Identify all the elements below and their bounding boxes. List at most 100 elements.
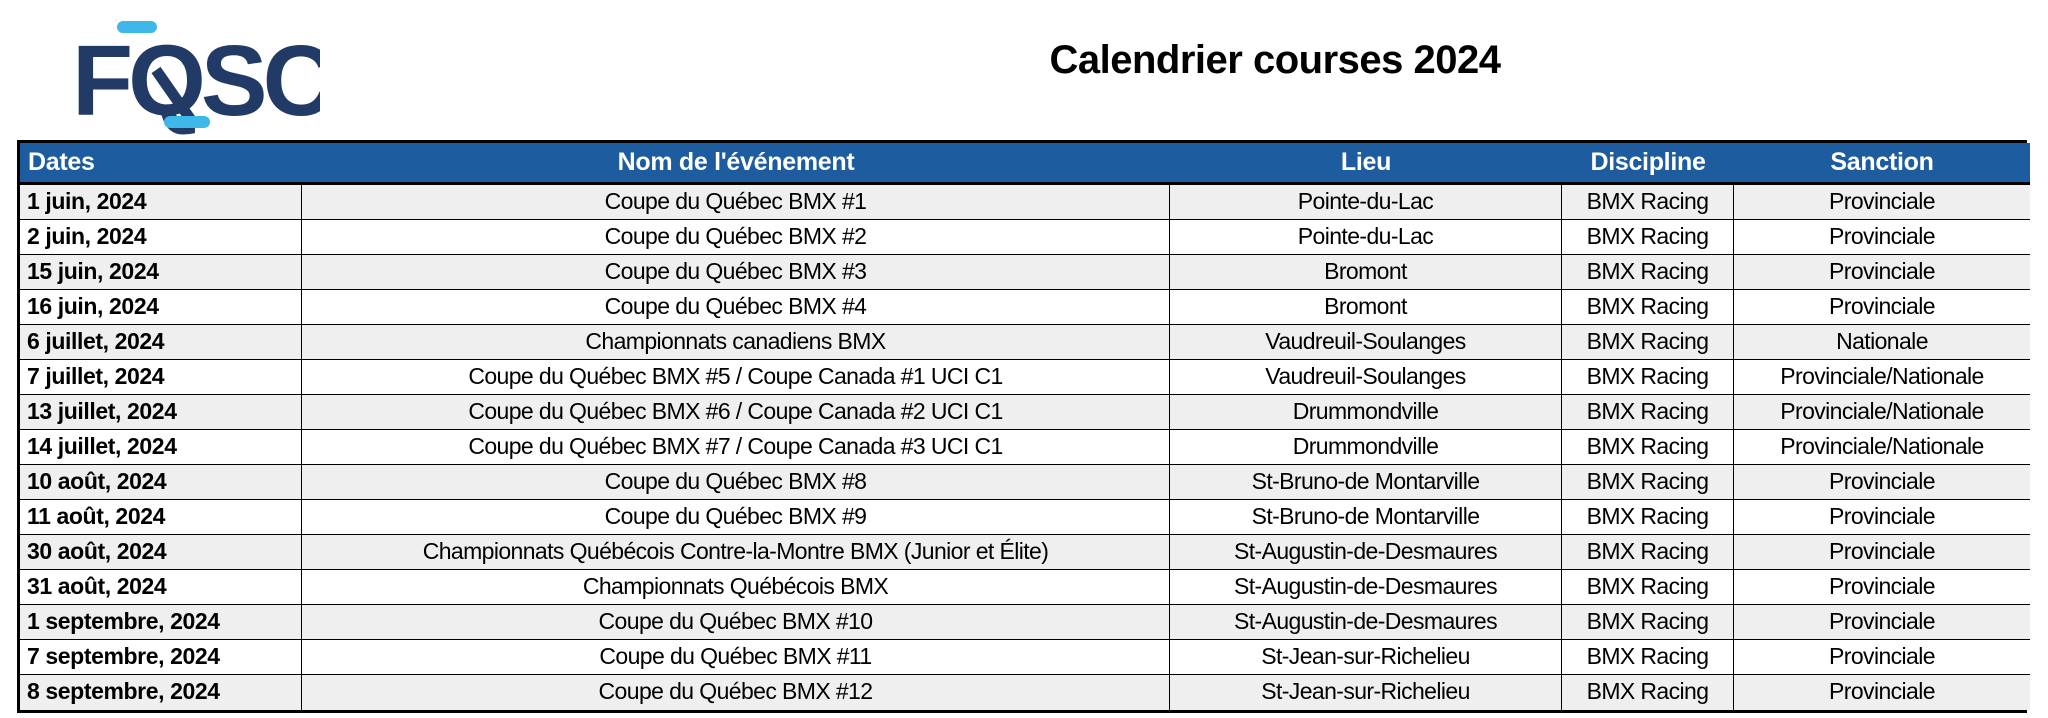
cell-lieu: St-Augustin-de-Desmaures <box>1170 535 1562 569</box>
cell-sanction: Provinciale <box>1829 678 1936 704</box>
table-row: 7 septembre, 2024 Coupe du Québec BMX #1… <box>20 640 2030 675</box>
table-header-row: Dates Nom de l'événement Lieu Discipline… <box>20 143 2030 185</box>
cell-discipline: BMX Racing <box>1562 395 1734 429</box>
cell-lieu: Bromont <box>1170 255 1562 289</box>
cell-sanction: Provinciale <box>1829 188 1936 214</box>
cell-discipline: BMX Racing <box>1562 325 1734 359</box>
cell-lieu: Vaudreuil-Soulanges <box>1170 325 1562 359</box>
cell-date: 14 juillet, 2024 <box>20 430 302 464</box>
cell-discipline: BMX Racing <box>1562 570 1734 604</box>
cell-date: 1 juin, 2024 <box>20 185 302 219</box>
cell-lieu: St-Augustin-de-Desmaures <box>1170 605 1562 639</box>
cell-discipline: BMX Racing <box>1562 465 1734 499</box>
cell-sanction: Provinciale <box>1829 573 1936 599</box>
cell-lieu: Drummondville <box>1170 395 1562 429</box>
table-row: 8 septembre, 2024 Coupe du Québec BMX #1… <box>20 675 2030 710</box>
cell-event: Coupe du Québec BMX #4 <box>302 290 1170 324</box>
cell-event: Championnats Québécois BMX <box>302 570 1170 604</box>
cell-event: Coupe du Québec BMX #9 <box>302 500 1170 534</box>
cell-date: 1 septembre, 2024 <box>20 605 302 639</box>
cell-discipline: BMX Racing <box>1562 535 1734 569</box>
table-row: 6 juillet, 2024 Championnats canadiens B… <box>20 325 2030 360</box>
cell-discipline: BMX Racing <box>1562 360 1734 394</box>
cell-discipline: BMX Racing <box>1562 675 1734 710</box>
cell-date: 11 août, 2024 <box>20 500 302 534</box>
cell-lieu: St-Bruno-de Montarville <box>1170 465 1562 499</box>
table-row: 1 juin, 2024 Coupe du Québec BMX #1 Poin… <box>20 185 2030 220</box>
cell-sanction: Provinciale <box>1829 293 1936 319</box>
cell-event: Championnats Québécois Contre-la-Montre … <box>302 535 1170 569</box>
column-header-dates: Dates <box>28 148 95 176</box>
cell-lieu: Pointe-du-Lac <box>1170 220 1562 254</box>
cell-date: 2 juin, 2024 <box>20 220 302 254</box>
fqsc-logo: FQSC <box>70 4 338 142</box>
cell-event: Coupe du Québec BMX #3 <box>302 255 1170 289</box>
cell-date: 30 août, 2024 <box>20 535 302 569</box>
table-row: 7 juillet, 2024 Coupe du Québec BMX #5 /… <box>20 360 2030 395</box>
fqsc-logo-icon: FQSC <box>72 21 338 137</box>
table-row: 16 juin, 2024 Coupe du Québec BMX #4 Bro… <box>20 290 2030 325</box>
cell-date: 31 août, 2024 <box>20 570 302 604</box>
cell-sanction: Provinciale <box>1829 258 1936 284</box>
table-row: 30 août, 2024 Championnats Québécois Con… <box>20 535 2030 570</box>
cell-discipline: BMX Racing <box>1562 255 1734 289</box>
table-body: 1 juin, 2024 Coupe du Québec BMX #1 Poin… <box>20 185 2030 710</box>
cell-date: 10 août, 2024 <box>20 465 302 499</box>
cell-event: Coupe du Québec BMX #8 <box>302 465 1170 499</box>
cell-event: Coupe du Québec BMX #2 <box>302 220 1170 254</box>
cell-lieu: Pointe-du-Lac <box>1170 185 1562 219</box>
cell-event: Coupe du Québec BMX #6 / Coupe Canada #2… <box>302 395 1170 429</box>
cell-event: Coupe du Québec BMX #5 / Coupe Canada #1… <box>302 360 1170 394</box>
cell-date: 16 juin, 2024 <box>20 290 302 324</box>
cell-date: 8 septembre, 2024 <box>20 675 302 710</box>
cell-event: Championnats canadiens BMX <box>302 325 1170 359</box>
cell-date: 15 juin, 2024 <box>20 255 302 289</box>
table-row: 31 août, 2024 Championnats Québécois BMX… <box>20 570 2030 605</box>
table-row: 1 septembre, 2024 Coupe du Québec BMX #1… <box>20 605 2030 640</box>
cell-event: Coupe du Québec BMX #10 <box>302 605 1170 639</box>
cell-sanction: Provinciale/Nationale <box>1780 433 1984 459</box>
cell-sanction: Provinciale <box>1829 643 1936 669</box>
cell-discipline: BMX Racing <box>1562 500 1734 534</box>
table-row: 13 juillet, 2024 Coupe du Québec BMX #6 … <box>20 395 2030 430</box>
cell-sanction: Provinciale <box>1829 608 1936 634</box>
table-row: 11 août, 2024 Coupe du Québec BMX #9 St-… <box>20 500 2030 535</box>
calendar-table: Dates Nom de l'événement Lieu Discipline… <box>17 140 2030 713</box>
table-row: 14 juillet, 2024 Coupe du Québec BMX #7 … <box>20 430 2030 465</box>
cell-lieu: St-Augustin-de-Desmaures <box>1170 570 1562 604</box>
cell-sanction: Nationale <box>1836 328 1928 354</box>
cell-discipline: BMX Racing <box>1562 640 1734 674</box>
cell-lieu: Vaudreuil-Soulanges <box>1170 360 1562 394</box>
cell-sanction: Provinciale <box>1829 503 1936 529</box>
table-row: 15 juin, 2024 Coupe du Québec BMX #3 Bro… <box>20 255 2030 290</box>
cell-sanction: Provinciale/Nationale <box>1780 363 1984 389</box>
cell-lieu: St-Jean-sur-Richelieu <box>1170 640 1562 674</box>
cell-date: 13 juillet, 2024 <box>20 395 302 429</box>
cell-event: Coupe du Québec BMX #11 <box>302 640 1170 674</box>
cell-date: 7 juillet, 2024 <box>20 360 302 394</box>
column-header-evenement: Nom de l'événement <box>617 148 855 176</box>
cell-lieu: St-Jean-sur-Richelieu <box>1170 675 1562 710</box>
cell-event: Coupe du Québec BMX #7 / Coupe Canada #3… <box>302 430 1170 464</box>
table-row: 10 août, 2024 Coupe du Québec BMX #8 St-… <box>20 465 2030 500</box>
page-title: Calendrier courses 2024 <box>1049 38 1501 82</box>
table-row: 2 juin, 2024 Coupe du Québec BMX #2 Poin… <box>20 220 2030 255</box>
cell-discipline: BMX Racing <box>1562 430 1734 464</box>
column-header-lieu: Lieu <box>1340 148 1392 176</box>
cell-sanction: Provinciale <box>1829 538 1936 564</box>
cell-discipline: BMX Racing <box>1562 290 1734 324</box>
column-header-discipline: Discipline <box>1590 148 1706 176</box>
cell-event: Coupe du Québec BMX #1 <box>302 185 1170 219</box>
cell-discipline: BMX Racing <box>1562 605 1734 639</box>
cell-date: 7 septembre, 2024 <box>20 640 302 674</box>
cell-sanction: Provinciale <box>1829 468 1936 494</box>
cell-lieu: Bromont <box>1170 290 1562 324</box>
page-header: FQSC Calendrier courses 2024 <box>0 0 2048 143</box>
cell-lieu: Drummondville <box>1170 430 1562 464</box>
cell-discipline: BMX Racing <box>1562 185 1734 219</box>
cell-lieu: St-Bruno-de Montarville <box>1170 500 1562 534</box>
cell-sanction: Provinciale <box>1829 223 1936 249</box>
column-header-sanction: Sanction <box>1830 148 1934 176</box>
cell-discipline: BMX Racing <box>1562 220 1734 254</box>
cell-date: 6 juillet, 2024 <box>20 325 302 359</box>
